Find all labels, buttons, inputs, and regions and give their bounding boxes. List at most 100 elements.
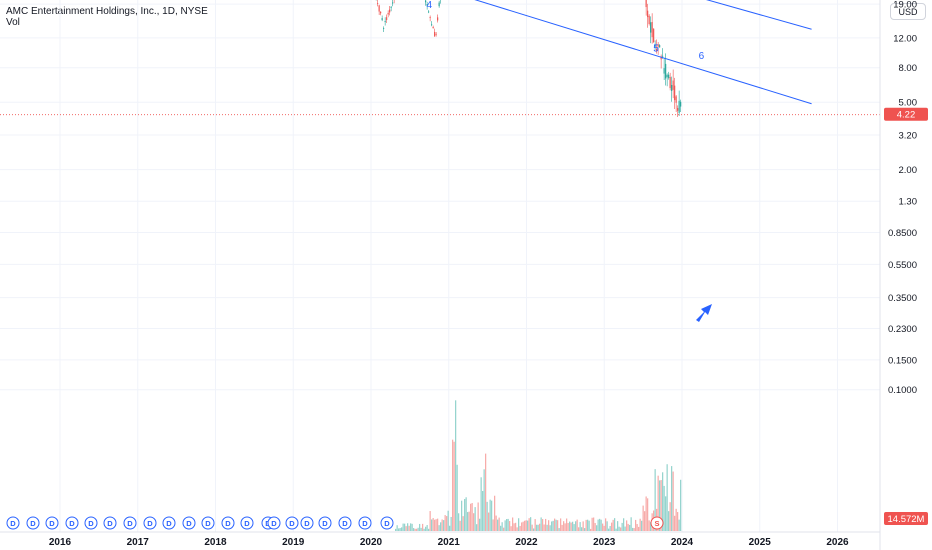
time-axis[interactable]: 2016 2017 2018 2019 2020 2021 2022 2023 2024 2025… xyxy=(0,531,880,548)
time-tick-label: 2024 xyxy=(671,537,694,548)
volume-bar xyxy=(645,496,647,531)
volume-bar xyxy=(491,500,493,531)
volume-bar xyxy=(447,510,449,531)
event-markers: DDDDDDDDDDDDDDDDDDDDDS xyxy=(6,516,664,530)
volume-bar xyxy=(503,527,505,531)
volume-bar xyxy=(659,480,661,531)
volume-bar xyxy=(644,511,646,531)
volume-bar xyxy=(432,518,434,531)
last-price-tag xyxy=(884,107,928,121)
dividend-marker-icon xyxy=(380,516,394,530)
volume-bar xyxy=(554,518,556,531)
volume-bar xyxy=(455,400,457,531)
volume-bar xyxy=(537,524,539,531)
volume-bar xyxy=(593,517,595,531)
candle-body xyxy=(384,20,386,23)
volume-bar xyxy=(542,519,544,531)
price-tick-label: 8.00 xyxy=(899,63,918,74)
wave-labels: 123456 xyxy=(427,0,705,62)
axis-tags: 4.22 14.572M xyxy=(884,107,928,525)
volume-bar xyxy=(458,513,460,531)
volume-bar xyxy=(480,477,482,531)
volume-bar xyxy=(488,512,490,531)
dividend-marker-icon xyxy=(267,516,281,530)
wave-label: 5 xyxy=(653,43,659,54)
volume-bar xyxy=(618,526,620,531)
dividend-marker-icon xyxy=(221,516,235,530)
dividend-marker-icon xyxy=(162,516,176,530)
time-tick-label: 2022 xyxy=(515,537,538,548)
volume-bar xyxy=(660,480,662,531)
candle-body xyxy=(428,11,430,13)
volume-bar xyxy=(399,528,401,531)
trend-channel[interactable] xyxy=(15,0,812,105)
dividend-marker-icon xyxy=(123,516,137,530)
price-tick-label: 12.00 xyxy=(893,33,917,44)
dividend-marker-label: D xyxy=(244,519,250,528)
volume-bar xyxy=(402,523,404,531)
volume-bar xyxy=(426,525,428,531)
volume-bar xyxy=(476,524,478,531)
volume-bar xyxy=(569,521,571,531)
volume-bar xyxy=(420,527,422,531)
volume-bar xyxy=(548,520,550,531)
volume-bars xyxy=(395,400,682,531)
volume-bar xyxy=(614,518,616,531)
volume-bar xyxy=(609,525,611,531)
last-volume-value: 14.572M xyxy=(888,514,925,525)
volume-bar xyxy=(594,522,596,531)
volume-bar xyxy=(605,518,607,531)
volume-bar xyxy=(636,524,638,531)
volume-bar xyxy=(612,519,614,531)
dividend-marker-icon xyxy=(26,516,40,530)
projection-arrow[interactable] xyxy=(696,304,712,322)
volume-bar xyxy=(558,528,560,531)
volume-bar xyxy=(486,501,488,531)
candle-body xyxy=(435,33,437,35)
volume-bar xyxy=(597,519,599,531)
volume-bar xyxy=(570,522,572,531)
candle-body xyxy=(429,17,431,19)
volume-bar xyxy=(624,526,626,531)
volume-bar xyxy=(408,525,410,531)
volume-bar xyxy=(419,523,421,531)
currency-button[interactable]: USD xyxy=(890,3,926,20)
volume-bar xyxy=(665,496,667,531)
volume-bar xyxy=(530,517,532,531)
price-tick-label: 0.3500 xyxy=(888,293,917,304)
volume-bar xyxy=(440,522,442,531)
volume-bar xyxy=(449,525,451,531)
price-axis[interactable]: 1600.001000.00640.00415.00275.00175.0011… xyxy=(879,0,918,550)
candle-body xyxy=(659,45,661,48)
candle-body xyxy=(381,18,383,21)
volume-bar xyxy=(471,502,473,531)
volume-bar xyxy=(546,524,548,531)
volume-bar xyxy=(417,527,419,531)
dividend-marker-icon xyxy=(182,516,196,530)
candle-body xyxy=(390,6,392,8)
dividend-marker-icon xyxy=(300,516,314,530)
volume-bar xyxy=(623,518,625,531)
price-tick-label: 19.00 xyxy=(893,0,917,11)
volume-bar xyxy=(437,518,439,531)
volume-bar xyxy=(483,469,485,531)
volume-bar xyxy=(627,523,629,531)
dividend-marker-label: D xyxy=(186,519,192,528)
volume-bar xyxy=(678,519,680,531)
dividend-marker-icon xyxy=(45,516,59,530)
volume-bar xyxy=(404,523,406,531)
volume-bar xyxy=(422,523,424,531)
volume-bar xyxy=(615,528,617,531)
volume-bar xyxy=(522,521,524,531)
volume-bar xyxy=(423,528,425,531)
candle-body xyxy=(437,17,439,21)
volume-bar xyxy=(504,520,506,531)
candle-body xyxy=(653,28,655,43)
volume-bar xyxy=(602,523,604,531)
volume-bar xyxy=(525,520,527,531)
volume-bar xyxy=(671,466,673,531)
volume-bar xyxy=(675,508,677,531)
volume-bar xyxy=(492,519,494,531)
volume-bar xyxy=(507,518,509,531)
